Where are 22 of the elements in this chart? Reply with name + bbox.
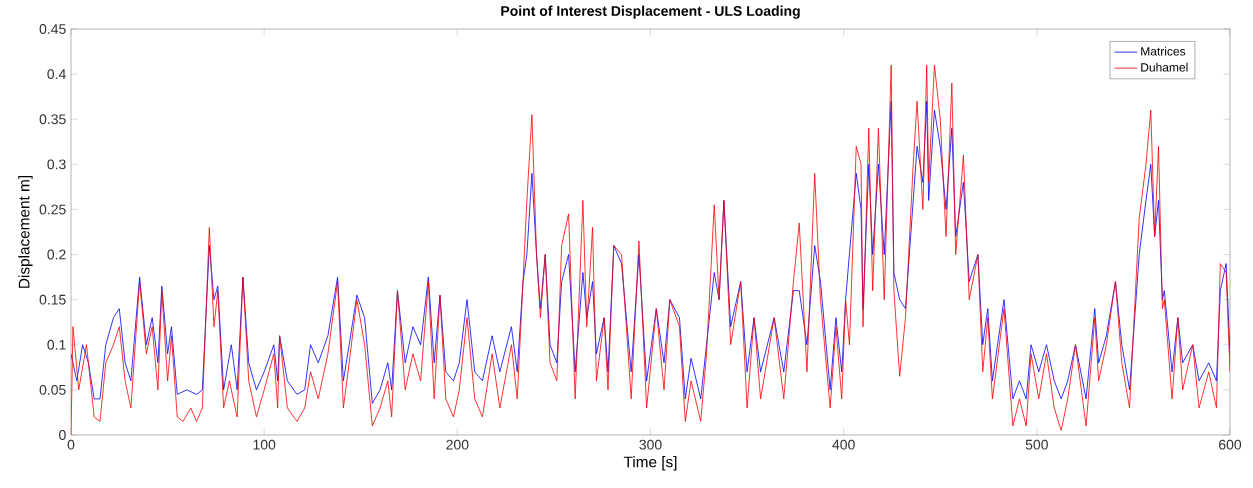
x-tick-label: 500 bbox=[1025, 439, 1048, 450]
y-tick-label: 0.3 bbox=[47, 159, 66, 170]
y-tick-label: 0.4 bbox=[47, 69, 66, 80]
x-tick-label: 600 bbox=[1219, 439, 1242, 450]
legend-label: Duhamel bbox=[1141, 62, 1188, 72]
x-tick-label: 200 bbox=[446, 439, 469, 450]
y-axis-title: Displacement m] bbox=[18, 176, 33, 288]
y-tick-label: 0.1 bbox=[47, 339, 66, 350]
x-tick-label: 0 bbox=[67, 439, 75, 450]
x-tick-label: 300 bbox=[639, 439, 662, 450]
x-axis-title: Time [s] bbox=[623, 456, 677, 471]
y-tick-label: 0.35 bbox=[39, 114, 66, 125]
y-tick-label: 0.25 bbox=[39, 204, 66, 215]
y-tick-label: 0.2 bbox=[47, 249, 66, 260]
y-tick-label: 0.15 bbox=[39, 294, 66, 305]
y-tick-label: 0 bbox=[59, 430, 66, 440]
y-tick-label: 0.05 bbox=[39, 384, 66, 395]
y-tick-label: 0.45 bbox=[39, 24, 66, 34]
x-tick-label: 100 bbox=[253, 439, 276, 450]
legend-label: Matrices bbox=[1141, 46, 1186, 56]
x-tick-label: 400 bbox=[832, 439, 855, 450]
chart-title: Point of Interest Displacement - ULS Loading bbox=[501, 5, 800, 19]
